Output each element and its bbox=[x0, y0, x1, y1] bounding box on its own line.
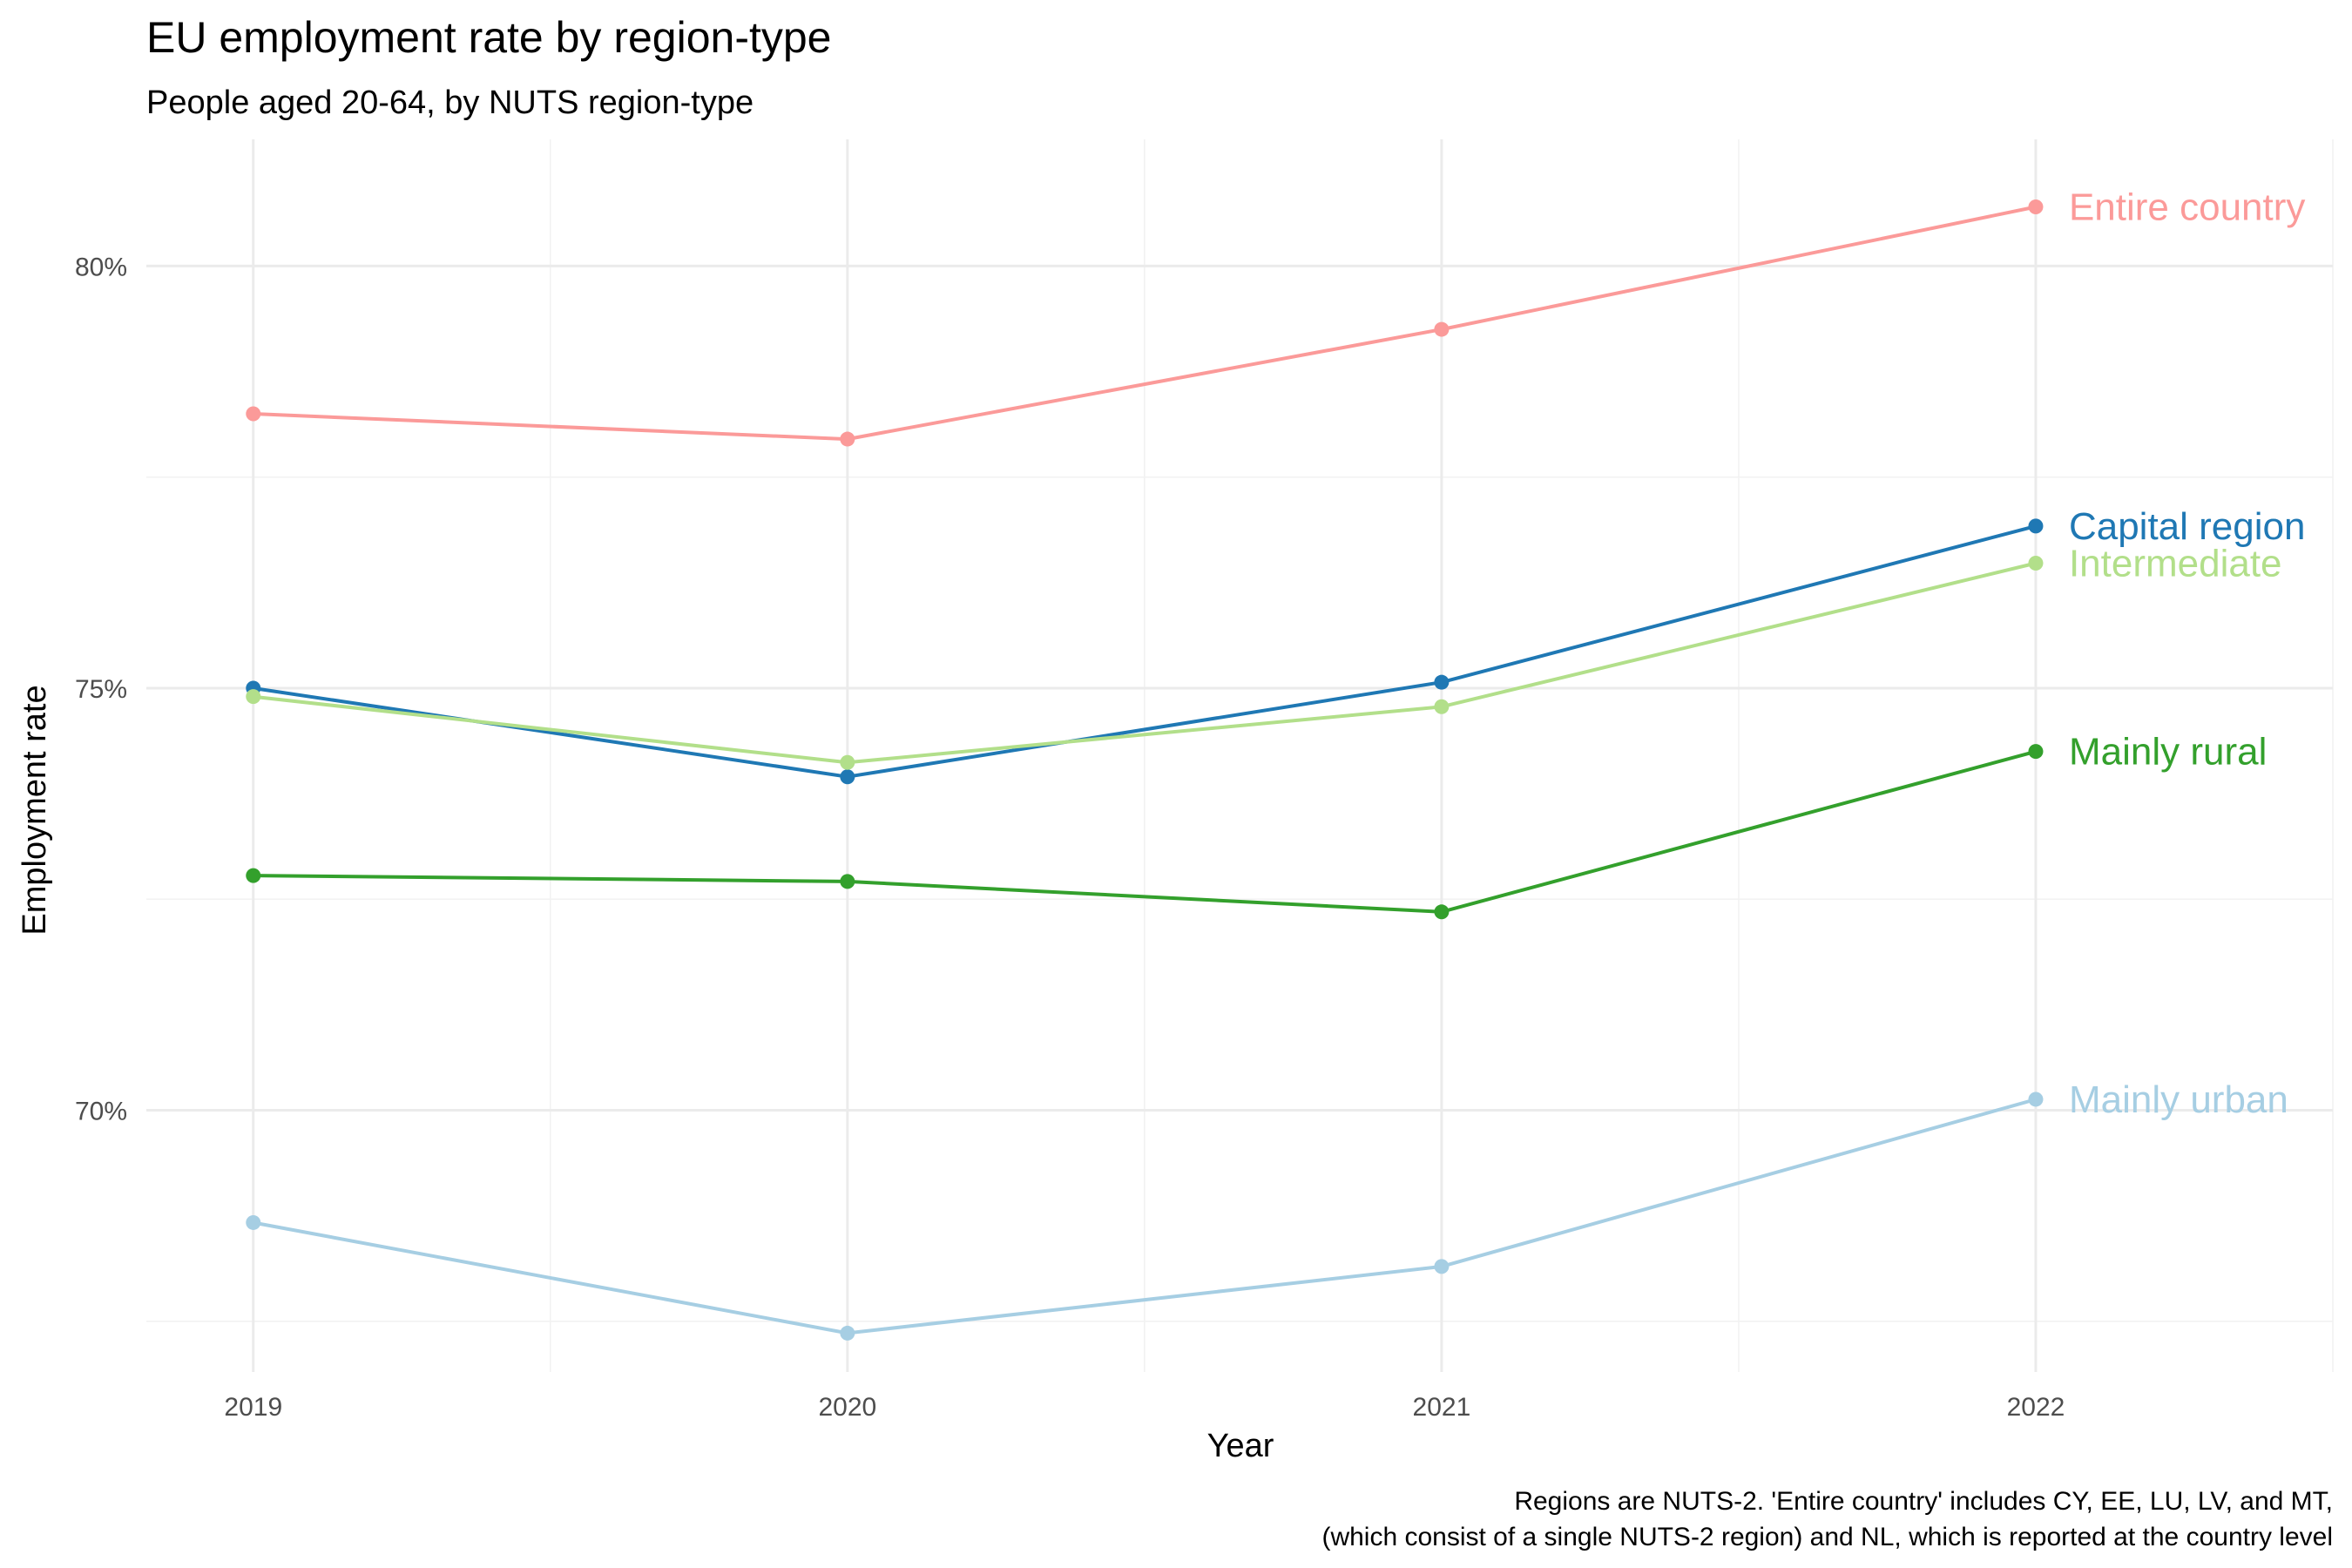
series-label-intermediate: Intermediate bbox=[2069, 543, 2282, 585]
x-axis-title: Year bbox=[1207, 1428, 1274, 1464]
data-point-entire-country bbox=[2028, 199, 2044, 215]
series-line-capital-region bbox=[253, 524, 2037, 779]
series-line-entire-country bbox=[253, 205, 2037, 442]
data-point-mainly-rural bbox=[1434, 904, 1450, 920]
data-point-entire-country bbox=[246, 406, 261, 422]
data-point-mainly-rural bbox=[2028, 744, 2044, 760]
series-label-entire-country: Entire country bbox=[2069, 186, 2305, 229]
chart-subtitle: People aged 20-64, by NUTS region-type bbox=[146, 84, 754, 121]
chart-title: EU employment rate by region-type bbox=[146, 13, 831, 62]
series-label-mainly-rural: Mainly rural bbox=[2069, 731, 2267, 774]
x-tick-label: 2021 bbox=[1413, 1393, 1471, 1422]
y-tick-label: 75% bbox=[75, 675, 127, 704]
data-point-mainly-urban bbox=[840, 1325, 855, 1341]
data-point-mainly-urban bbox=[246, 1214, 261, 1230]
series-points bbox=[246, 199, 2044, 1341]
data-point-mainly-urban bbox=[2028, 1092, 2044, 1107]
x-tick-label: 2020 bbox=[818, 1393, 876, 1422]
caption-line-2: (which consist of a single NUTS-2 region… bbox=[1321, 1523, 2333, 1551]
series-labels: Entire country Capital regionIntermediate… bbox=[2069, 186, 2306, 1121]
data-point-mainly-rural bbox=[840, 874, 855, 889]
data-point-intermediate bbox=[1434, 699, 1450, 714]
data-point-capital-region bbox=[1434, 674, 1450, 690]
data-point-capital-region bbox=[840, 769, 855, 785]
data-point-entire-country bbox=[840, 431, 855, 447]
series-label-capital-region: Capital region bbox=[2069, 505, 2306, 548]
y-tick-label: 70% bbox=[75, 1098, 127, 1126]
y-axis-tick-labels: 70% 75% 80% bbox=[75, 253, 127, 1125]
series-lines bbox=[253, 205, 2037, 1335]
y-tick-label: 80% bbox=[75, 253, 127, 281]
data-point-entire-country bbox=[1434, 321, 1450, 337]
data-point-mainly-rural bbox=[246, 868, 261, 883]
x-tick-label: 2022 bbox=[2007, 1393, 2065, 1422]
x-axis-tick-labels: 2019 2020 2021 2022 bbox=[224, 1393, 2065, 1422]
x-tick-label: 2019 bbox=[224, 1393, 282, 1422]
caption-line-1: Regions are NUTS-2. 'Entire country' inc… bbox=[1514, 1487, 2333, 1516]
series-line-mainly-rural bbox=[253, 749, 2037, 914]
series-line-mainly-urban bbox=[253, 1098, 2037, 1335]
data-point-intermediate bbox=[840, 754, 855, 770]
series-line-intermediate bbox=[253, 561, 2037, 765]
data-point-capital-region bbox=[2028, 518, 2044, 534]
data-point-intermediate bbox=[246, 689, 261, 705]
data-point-mainly-urban bbox=[1434, 1259, 1450, 1274]
y-axis-title: Employment rate bbox=[17, 685, 53, 935]
data-point-intermediate bbox=[2028, 556, 2044, 571]
series-label-mainly-urban: Mainly urban bbox=[2069, 1078, 2288, 1121]
